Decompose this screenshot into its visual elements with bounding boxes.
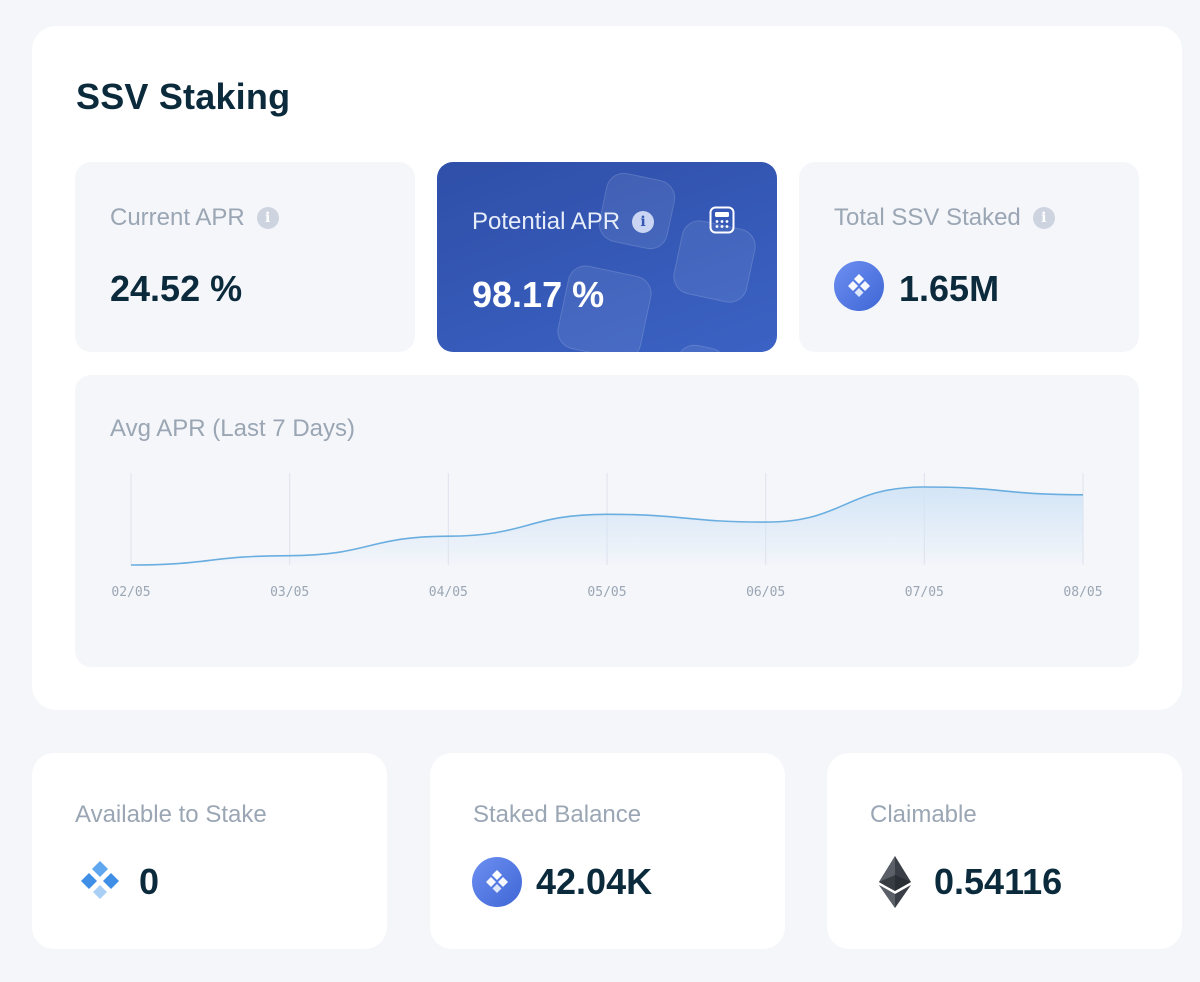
page-title: SSV Staking: [76, 76, 291, 117]
info-icon[interactable]: i: [632, 211, 655, 233]
chart-area-fill: [131, 487, 1083, 565]
available-label: Available to Stake: [75, 801, 267, 828]
staking-card: SSV Staking Current APR i 24.52 % Potent…: [32, 26, 1182, 710]
info-icon[interactable]: i: [1032, 207, 1055, 229]
calculator-icon[interactable]: [709, 206, 735, 234]
chart-canvas: 02/05 03/05 04/05 05/05 06/05 07/05 08/05: [111, 473, 1103, 600]
current-apr-card: Current APR i 24.52 %: [75, 162, 415, 352]
ethereum-icon: [879, 856, 911, 908]
claimable-value: 0.54116: [934, 861, 1063, 902]
total-staked-card: Total SSV Staked i 1.65M: [799, 162, 1139, 352]
avg-apr-chart: Avg APR (Last 7 Days) 02/05 03/05 04/05 05/…: [75, 375, 1139, 667]
info-icon[interactable]: i: [256, 207, 279, 229]
x-tick-label: 07/05: [905, 585, 944, 600]
chart-title: Avg APR (Last 7 Days): [110, 415, 355, 442]
ssv-token-icon: [834, 261, 884, 311]
staked-balance-card: Staked Balance 42.04K: [430, 753, 785, 949]
x-tick-label: 02/05: [111, 585, 150, 600]
claimable-label: Claimable: [870, 801, 977, 828]
x-tick-label: 08/05: [1063, 585, 1102, 600]
claimable-card: Claimable 0.54116: [827, 753, 1182, 949]
chart-series-line: [130, 486, 1084, 566]
total-staked-value: 1.65M: [899, 268, 1000, 309]
x-tick-label: 04/05: [429, 585, 468, 600]
potential-apr-card: Potential APR i 98.17 %: [437, 162, 777, 352]
x-tick-label: 06/05: [746, 585, 785, 600]
available-value: 0: [139, 861, 160, 902]
staked-label: Staked Balance: [473, 801, 642, 828]
current-apr-value: 24.52 %: [110, 268, 243, 309]
x-tick-label: 05/05: [587, 585, 626, 600]
total-staked-label: Total SSV Staked: [834, 204, 1021, 231]
potential-apr-label: Potential APR: [472, 208, 621, 235]
potential-apr-value: 98.17 %: [472, 274, 605, 315]
ssv-logo-icon: [81, 861, 119, 899]
current-apr-label: Current APR: [110, 204, 245, 231]
staked-value: 42.04K: [536, 861, 653, 902]
available-to-stake-card: Available to Stake 0: [32, 753, 387, 949]
x-tick-label: 03/05: [270, 585, 309, 600]
decorative-shape: [670, 341, 730, 352]
ssv-token-icon: [472, 857, 522, 907]
